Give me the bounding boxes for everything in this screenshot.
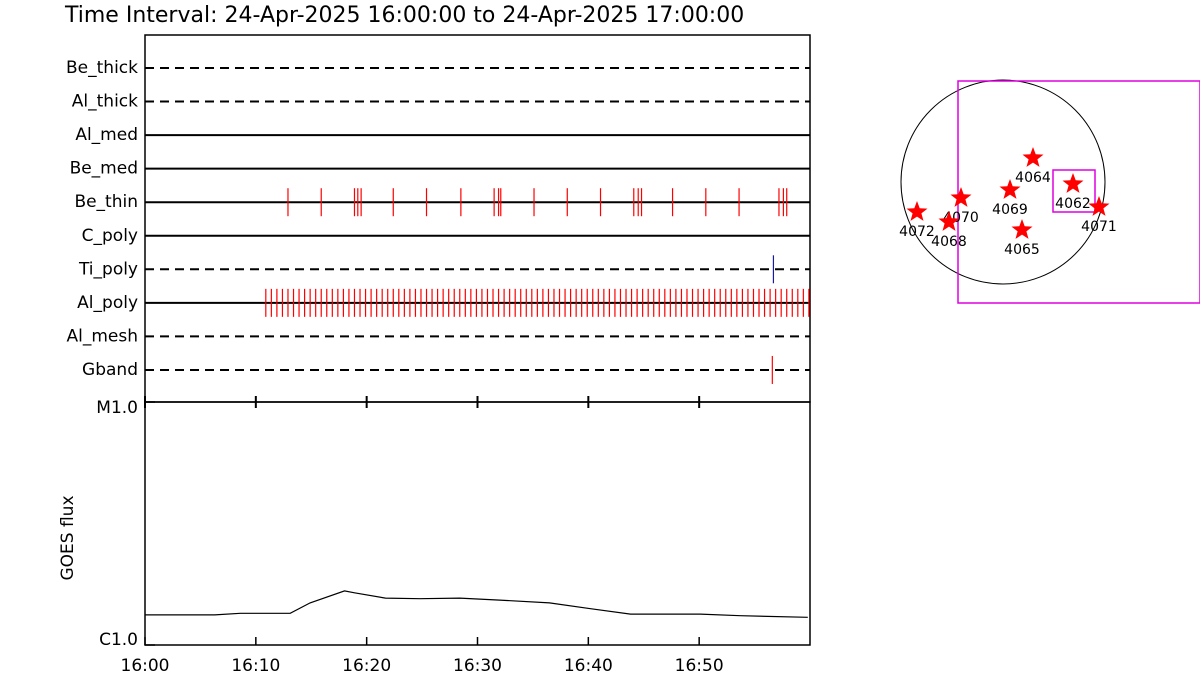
target-box <box>1052 169 1096 213</box>
row-label: Al_mesh <box>66 326 138 346</box>
region-star <box>1011 219 1033 239</box>
x-tick-label: 16:20 <box>342 656 391 676</box>
row-label: Be_thin <box>74 192 138 212</box>
row-label: Be_med <box>70 159 138 179</box>
region-label: 4071 <box>1081 219 1117 235</box>
fov-box <box>957 80 1200 304</box>
row-label: Ti_poly <box>78 259 138 279</box>
row-label: C_poly <box>82 226 138 246</box>
region-label: 4069 <box>992 202 1028 218</box>
row-label: Gband <box>82 360 138 380</box>
region-label: 4068 <box>931 234 967 250</box>
region-star <box>938 211 960 231</box>
x-tick-label: 16:50 <box>675 656 724 676</box>
y-tick-label: M1.0 <box>96 398 138 418</box>
x-tick-label: 16:40 <box>564 656 613 676</box>
timeline-frame <box>144 34 811 403</box>
region-star <box>1088 196 1110 216</box>
goes-curve <box>145 590 808 618</box>
region-star <box>1022 147 1044 167</box>
row-label: Al_poly <box>77 293 138 313</box>
x-tick-label: 16:00 <box>121 656 170 676</box>
sun-disk <box>900 79 1106 285</box>
region-label: 4064 <box>1015 170 1051 186</box>
x-tick-label: 16:10 <box>231 656 280 676</box>
region-star <box>999 179 1021 199</box>
region-star <box>906 201 928 221</box>
page-title: Time Interval: 24-Apr-2025 16:00:00 to 2… <box>64 3 744 28</box>
region-star <box>950 187 972 207</box>
region-star <box>1062 173 1084 193</box>
y-tick-label: C1.0 <box>99 630 138 650</box>
region-label: 4065 <box>1004 242 1040 258</box>
region-label: 4072 <box>899 224 935 240</box>
row-label: Al_thick <box>72 92 138 112</box>
y-axis-label: GOES flux <box>58 495 78 580</box>
x-tick-label: 16:30 <box>453 656 502 676</box>
goes-frame <box>144 401 811 646</box>
row-label: Al_med <box>75 125 138 145</box>
row-label: Be_thick <box>66 58 138 78</box>
region-label: 4062 <box>1055 196 1091 212</box>
